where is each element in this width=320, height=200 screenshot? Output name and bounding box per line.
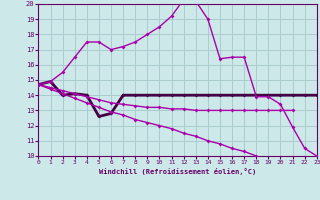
X-axis label: Windchill (Refroidissement éolien,°C): Windchill (Refroidissement éolien,°C)	[99, 168, 256, 175]
